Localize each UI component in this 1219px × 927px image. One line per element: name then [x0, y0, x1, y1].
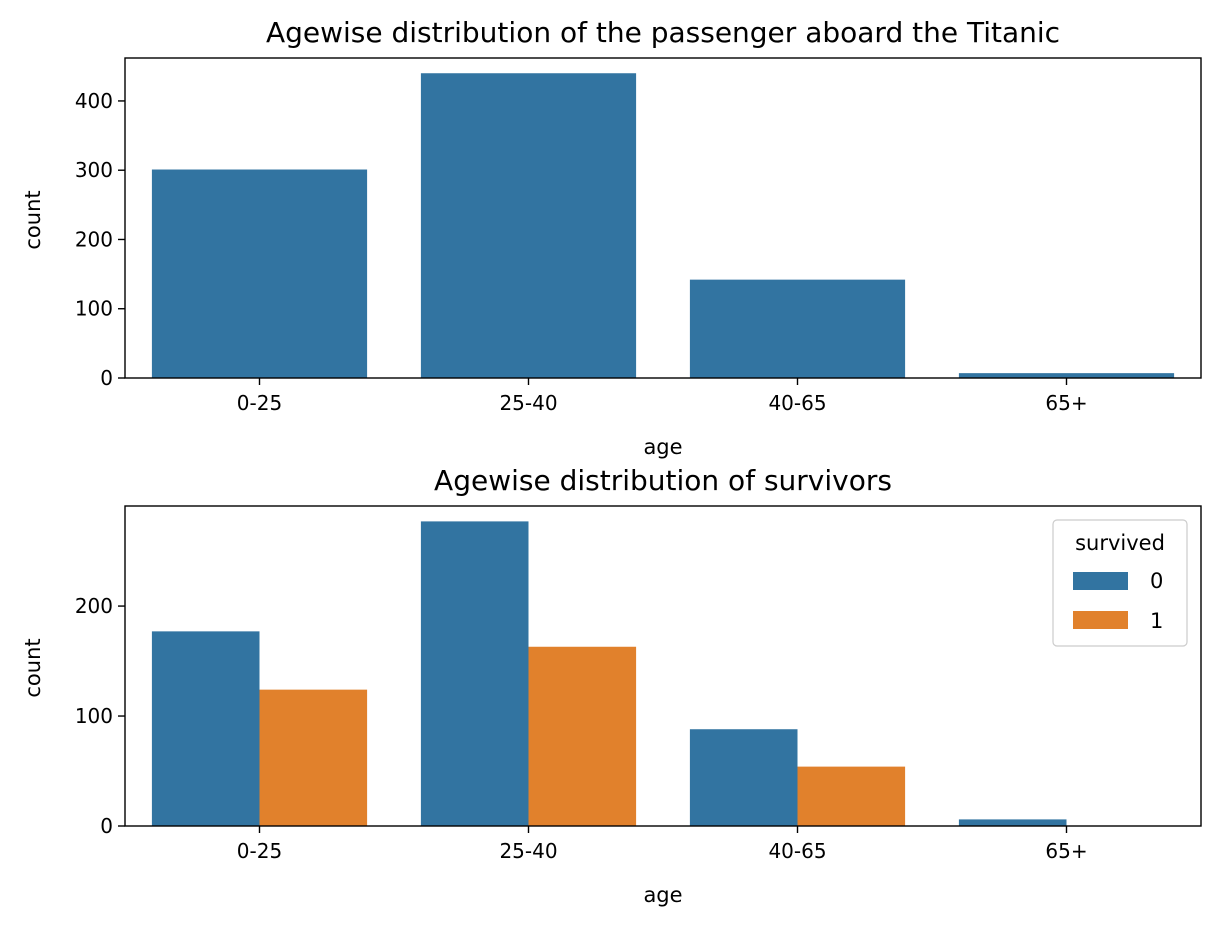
bar-40-65-series-1: [797, 766, 906, 826]
x-tick-label: 40-65: [768, 839, 826, 863]
chart-2-bars: [151, 521, 1067, 826]
chart-2-title: Agewise distribution of survivors: [434, 464, 892, 497]
bar-65+-series-0: [958, 819, 1067, 826]
legend-swatch-series-0: [1073, 572, 1128, 590]
bar-0-25-series-0: [151, 631, 260, 826]
y-tick-label: 200: [75, 594, 113, 618]
y-tick-label: 300: [75, 158, 113, 182]
legend-title: survived: [1075, 531, 1165, 555]
bar-40-65-series-0: [689, 729, 798, 826]
chart-2-x-ticks: 0-25 25-40 40-65 65+: [237, 826, 1088, 863]
bar-0-25: [151, 169, 368, 378]
bar-25-40-series-1: [528, 646, 637, 826]
chart-2-legend: survived 0 1: [1052, 519, 1188, 647]
y-tick-label: 0: [100, 366, 113, 390]
chart-1-plot-frame: [124, 57, 1202, 379]
x-tick-label: 65+: [1045, 839, 1087, 863]
y-tick-label: 200: [75, 227, 113, 251]
y-tick-label: 400: [75, 89, 113, 113]
legend-label-series-0: 0: [1150, 569, 1163, 593]
x-tick-label: 65+: [1045, 391, 1087, 415]
chart-2-x-axis-label: age: [643, 883, 682, 907]
chart-2: Agewise distribution of survivors 0 100 20…: [21, 464, 1202, 907]
legend-label-series-1: 1: [1150, 609, 1163, 633]
chart-1: Agewise distribution of the passenger ab…: [21, 16, 1202, 459]
chart-1-title: Agewise distribution of the passenger ab…: [266, 16, 1060, 49]
y-tick-label: 0: [100, 814, 113, 838]
bar-25-40: [420, 73, 637, 378]
bar-0-25-series-1: [259, 689, 368, 826]
y-tick-label: 100: [75, 704, 113, 728]
bar-25-40-series-0: [420, 521, 529, 826]
chart-1-y-axis-label: count: [21, 190, 45, 249]
legend-swatch-series-1: [1073, 611, 1128, 629]
x-tick-label: 40-65: [768, 391, 826, 415]
chart-2-y-axis-label: count: [21, 638, 45, 697]
chart-1-x-ticks: 0-25 25-40 40-65 65+: [237, 378, 1088, 415]
x-tick-label: 25-40: [499, 391, 557, 415]
x-tick-label: 25-40: [499, 839, 557, 863]
bar-65+: [958, 373, 1175, 378]
chart-1-bars: [151, 73, 1175, 378]
chart-1-y-ticks: 0 100 200 300 400: [75, 89, 125, 390]
chart-1-x-axis-label: age: [643, 435, 682, 459]
chart-2-y-ticks: 0 100 200: [75, 594, 125, 838]
x-tick-label: 0-25: [237, 839, 282, 863]
y-tick-label: 100: [75, 297, 113, 321]
x-tick-label: 0-25: [237, 391, 282, 415]
bar-40-65: [689, 279, 906, 378]
chart-2-plot-frame: [124, 505, 1202, 827]
